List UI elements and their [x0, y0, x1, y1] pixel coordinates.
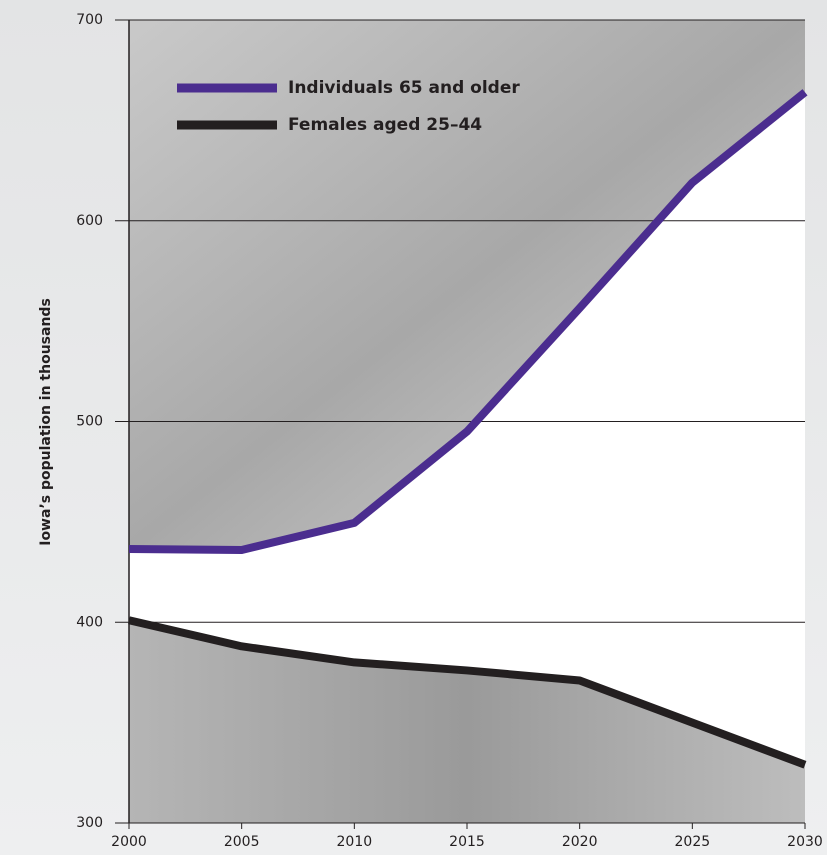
x-tick-label: 2020 — [562, 834, 598, 850]
legend-label: Individuals 65 and older — [288, 78, 520, 98]
legend-label: Females aged 25–44 — [288, 115, 482, 135]
x-tick-label: 2000 — [111, 834, 147, 850]
chart: Iowa’s population in thousands 300 400 500… — [0, 0, 827, 855]
x-tick-label: 2015 — [449, 834, 485, 850]
y-tick-label: 400 — [76, 614, 103, 630]
x-tick-label: 2025 — [675, 834, 711, 850]
x-tick-label: 2030 — [787, 834, 823, 850]
x-tick-label: 2005 — [224, 834, 260, 850]
y-tick-label: 500 — [76, 414, 103, 430]
y-axis-label: Iowa’s population in thousands — [38, 298, 54, 546]
x-tick-label: 2010 — [337, 834, 373, 850]
y-tick-label: 300 — [76, 815, 103, 831]
y-tick-label: 700 — [76, 12, 103, 28]
y-tick-label: 600 — [76, 213, 103, 229]
